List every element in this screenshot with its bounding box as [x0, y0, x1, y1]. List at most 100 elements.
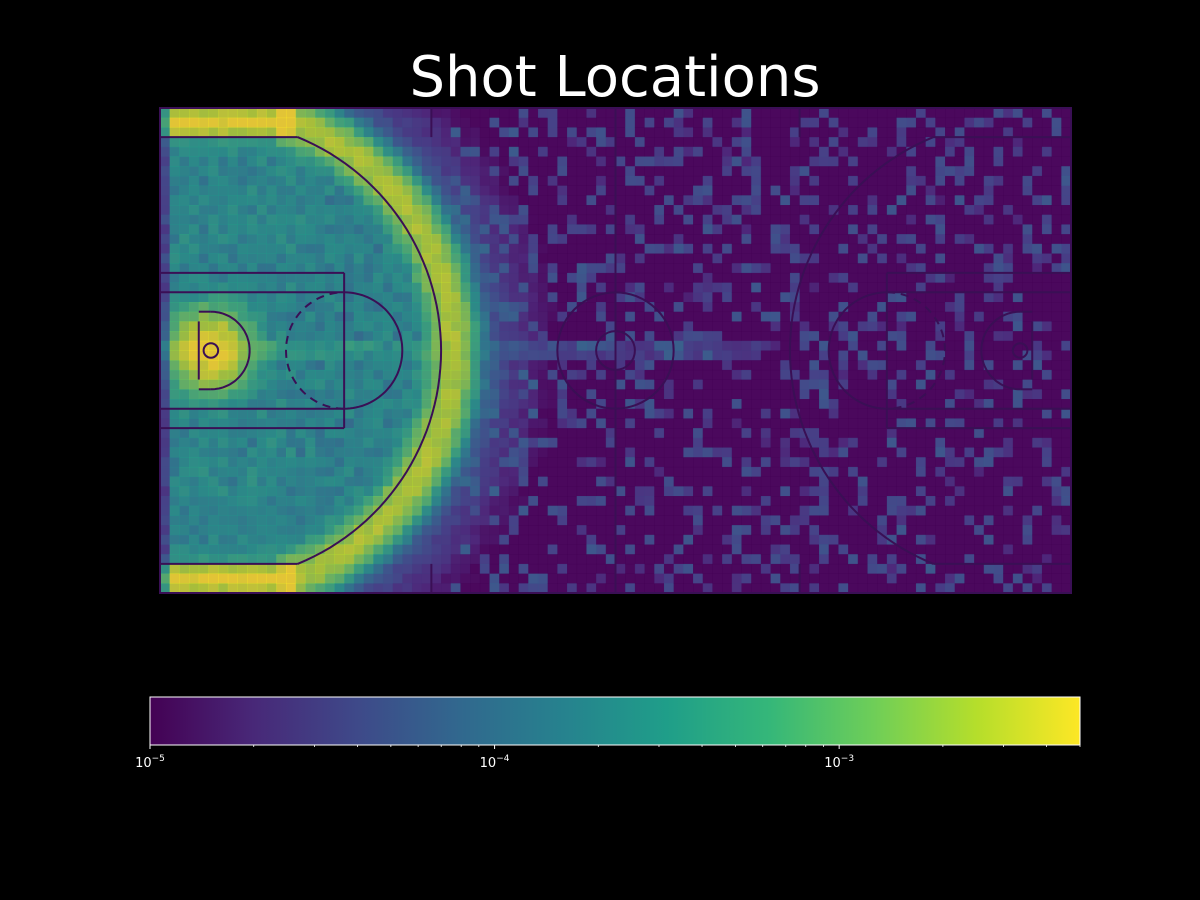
heatmap-cell — [906, 272, 917, 283]
heatmap-cell — [547, 369, 558, 380]
heatmap-cell — [789, 563, 801, 574]
heatmap-cell — [605, 311, 616, 322]
heatmap-cell — [886, 389, 897, 400]
heatmap-cell — [276, 117, 287, 128]
heatmap-cell — [993, 185, 1004, 196]
heatmap-cell — [848, 224, 859, 235]
heatmap-cell — [799, 292, 810, 303]
heatmap-cell — [722, 166, 733, 177]
heatmap-cell — [867, 399, 878, 410]
heatmap-cell — [867, 156, 878, 167]
heatmap-cell — [470, 137, 481, 148]
heatmap-cell — [654, 108, 665, 119]
heatmap-cell — [983, 563, 994, 574]
heatmap-cell — [634, 331, 645, 342]
heatmap-cell — [819, 321, 830, 332]
heatmap-cell — [218, 340, 229, 351]
heatmap-cell — [770, 302, 781, 313]
heatmap-cell — [189, 428, 200, 439]
heatmap-cell — [731, 408, 742, 419]
heatmap-cell — [373, 534, 384, 545]
heatmap-cell — [460, 234, 471, 245]
heatmap-cell — [363, 137, 374, 148]
heatmap-cell — [576, 340, 587, 351]
heatmap-cell — [198, 253, 209, 264]
heatmap-cell — [169, 292, 180, 303]
heatmap-cell — [663, 340, 675, 351]
heatmap-cell — [596, 350, 607, 361]
heatmap-cell — [915, 166, 927, 177]
heatmap-cell — [450, 311, 461, 322]
heatmap-cell — [567, 205, 578, 216]
heatmap-cell — [983, 127, 994, 138]
heatmap-cell — [780, 496, 791, 507]
heatmap-cell — [1022, 166, 1033, 177]
heatmap-cell — [625, 486, 636, 497]
heatmap-cell — [460, 195, 471, 206]
heatmap-cell — [751, 496, 762, 507]
heatmap-cell — [693, 515, 704, 526]
heatmap-cell — [712, 447, 723, 458]
heatmap-cell — [508, 331, 519, 342]
heatmap-cell — [857, 117, 868, 128]
heatmap-cell — [693, 253, 704, 264]
heatmap-cell — [722, 563, 733, 574]
heatmap-cell — [741, 127, 752, 138]
heatmap-cell — [983, 214, 994, 225]
heatmap-cell — [760, 234, 771, 245]
heatmap-cell — [567, 108, 578, 119]
heatmap-cell — [266, 127, 277, 138]
heatmap-cell — [402, 272, 413, 283]
heatmap-cell — [896, 137, 907, 148]
heatmap-cell — [218, 573, 229, 584]
heatmap-cell — [1051, 544, 1062, 555]
heatmap-cell — [285, 108, 297, 119]
heatmap-cell — [276, 496, 287, 507]
heatmap-cell — [285, 185, 297, 196]
heatmap-cell — [324, 214, 335, 225]
heatmap-cell — [489, 321, 500, 332]
heatmap-cell — [954, 418, 965, 429]
heatmap-cell — [1022, 544, 1033, 555]
heatmap-cell — [925, 525, 936, 536]
heatmap-cell — [460, 554, 471, 565]
heatmap-cell — [266, 437, 277, 448]
heatmap-cell — [537, 369, 549, 380]
heatmap-cell — [848, 214, 859, 225]
heatmap-cell — [654, 156, 665, 167]
heatmap-cell — [411, 127, 423, 138]
heatmap-cell — [1022, 253, 1033, 264]
heatmap-cell — [906, 534, 917, 545]
heatmap-cell — [673, 156, 684, 167]
heatmap-cell — [208, 389, 219, 400]
heatmap-cell — [663, 505, 675, 516]
heatmap-cell — [189, 331, 200, 342]
heatmap-cell — [964, 205, 975, 216]
heatmap-cell — [819, 156, 830, 167]
heatmap-cell — [751, 214, 762, 225]
heatmap-cell — [392, 360, 403, 371]
heatmap-cell — [722, 146, 733, 157]
heatmap-cell — [256, 195, 267, 206]
heatmap-cell — [683, 117, 694, 128]
heatmap-cell — [974, 331, 985, 342]
heatmap-cell — [547, 263, 558, 274]
heatmap-cell — [741, 389, 752, 400]
heatmap-cell — [867, 525, 878, 536]
heatmap-cell — [789, 379, 801, 390]
heatmap-cell — [470, 156, 481, 167]
heatmap-cell — [218, 486, 229, 497]
heatmap-cell — [867, 321, 878, 332]
heatmap-cell — [411, 369, 423, 380]
heatmap-cell — [344, 224, 355, 235]
heatmap-cell — [1022, 272, 1033, 283]
heatmap-cell — [780, 554, 791, 565]
heatmap-cell — [276, 457, 287, 468]
heatmap-cell — [935, 534, 946, 545]
heatmap-cell — [877, 447, 888, 458]
heatmap-cell — [189, 476, 200, 487]
heatmap-cell — [334, 331, 345, 342]
heatmap-cell — [266, 185, 277, 196]
heatmap-cell — [1041, 302, 1053, 313]
heatmap-cell — [160, 321, 171, 332]
